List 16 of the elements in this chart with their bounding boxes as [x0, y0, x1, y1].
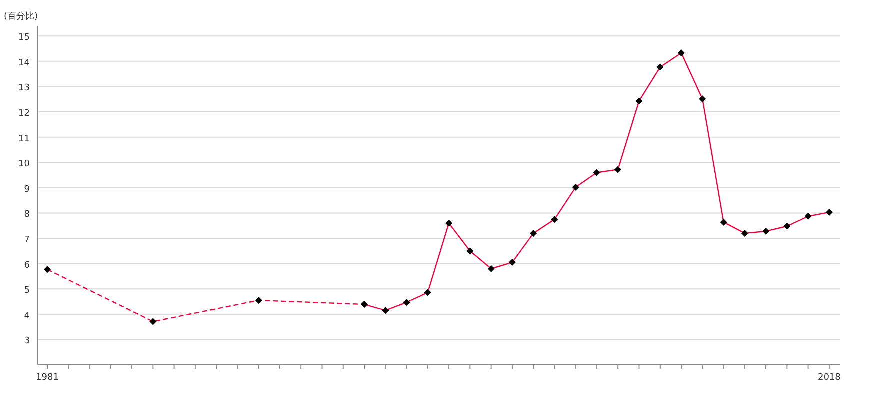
xtick: 2018	[818, 373, 841, 383]
ytick: 13	[18, 84, 30, 94]
ylabel: (百分比)	[4, 12, 38, 22]
ytick: 4	[24, 311, 30, 322]
ytick: 15	[18, 33, 30, 44]
ytick: 5	[24, 286, 30, 296]
xtick: 1981	[36, 373, 59, 383]
ytick: 7	[24, 236, 30, 246]
ytick: 8	[24, 210, 30, 220]
ytick: 6	[24, 260, 30, 271]
ytick: 11	[18, 134, 30, 144]
ytick: 12	[18, 109, 30, 120]
ytick: 14	[18, 58, 30, 68]
ytick: 10	[18, 160, 30, 170]
ytick: 9	[24, 184, 30, 195]
ytick: 3	[24, 336, 30, 347]
